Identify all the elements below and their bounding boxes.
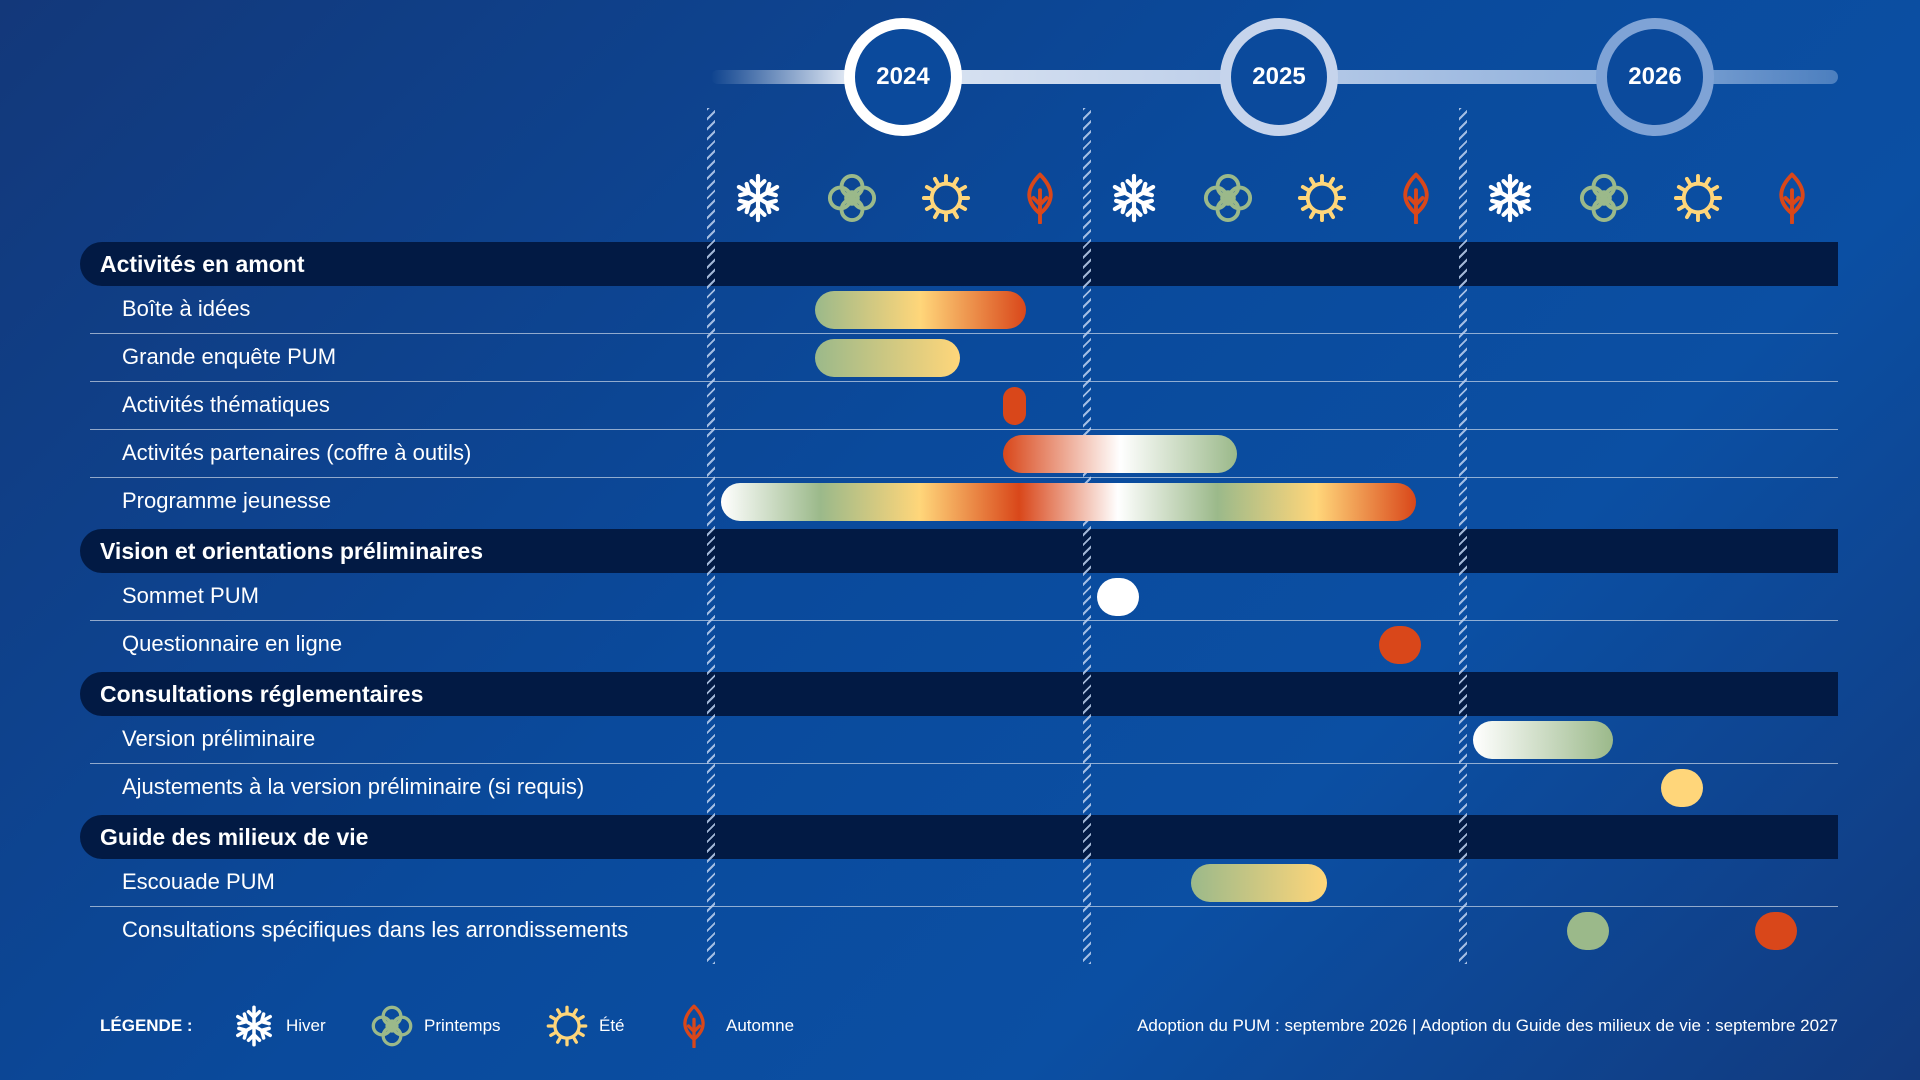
legend-label: Été xyxy=(599,1016,625,1035)
task-bar xyxy=(1755,912,1797,950)
year-label: 2026 xyxy=(1628,63,1682,90)
year-badge-2025: 2025 xyxy=(1220,18,1338,136)
category-band xyxy=(80,815,1838,859)
category-label: Consultations réglementaires xyxy=(100,681,424,707)
sun-icon xyxy=(1292,168,1352,228)
snowflake-icon xyxy=(1480,168,1540,228)
sun-icon xyxy=(916,168,976,228)
sun-icon xyxy=(545,1004,589,1048)
year-badge-2024: 2024 xyxy=(844,18,962,136)
task-bar xyxy=(1003,387,1026,425)
task-label: Consultations spécifiques dans les arron… xyxy=(122,917,629,942)
task-label: Version préliminaire xyxy=(122,726,316,751)
task-label: Boîte à idées xyxy=(122,296,251,321)
row-separator xyxy=(90,381,1838,382)
legend-item: Hiver xyxy=(232,1004,326,1048)
legend-item: Automne xyxy=(672,1004,795,1048)
task-bar xyxy=(815,291,1026,329)
task-label: Activités thématiques xyxy=(122,392,330,417)
category-band xyxy=(80,242,1838,286)
legend-title: LÉGENDE : xyxy=(100,1016,193,1035)
year-badge-2026: 2026 xyxy=(1596,18,1714,136)
flower-icon xyxy=(822,168,882,228)
flower-icon xyxy=(1574,168,1634,228)
legend-label: Printemps xyxy=(424,1016,501,1035)
task-bar xyxy=(1097,578,1139,616)
leaf-icon xyxy=(1010,168,1070,228)
legend-item: Printemps xyxy=(370,1004,501,1048)
task-label: Grande enquête PUM xyxy=(122,344,337,369)
leaf-icon xyxy=(672,1004,716,1048)
task-bar xyxy=(1191,864,1327,902)
category-band xyxy=(80,672,1838,716)
year-label: 2025 xyxy=(1252,63,1306,90)
task-bar xyxy=(815,339,961,377)
snowflake-icon xyxy=(728,168,788,228)
row-separator xyxy=(90,906,1838,907)
row-separator xyxy=(90,333,1838,334)
year-divider xyxy=(1459,108,1467,964)
category-band xyxy=(80,529,1838,573)
task-label: Escouade PUM xyxy=(122,869,275,894)
legend-label: Automne xyxy=(726,1016,795,1035)
flower-icon xyxy=(370,1004,414,1048)
category-label: Activités en amont xyxy=(100,251,305,277)
task-bar xyxy=(1003,435,1238,473)
category-label: Guide des milieux de vie xyxy=(100,824,369,850)
row-separator xyxy=(90,477,1838,478)
snowflake-icon xyxy=(1104,168,1164,228)
year-divider xyxy=(707,108,715,964)
task-label: Programme jeunesse xyxy=(122,488,332,513)
legend-item: Été xyxy=(545,1004,625,1048)
flower-icon xyxy=(1198,168,1258,228)
legend-label: Hiver xyxy=(286,1016,326,1035)
footnote: Adoption du PUM : septembre 2026 | Adopt… xyxy=(1137,1016,1838,1035)
task-label: Activités partenaires (coffre à outils) xyxy=(122,440,472,465)
leaf-icon xyxy=(1386,168,1446,228)
year-divider xyxy=(1083,108,1091,964)
year-label: 2024 xyxy=(876,63,930,90)
task-bar xyxy=(1661,769,1703,807)
row-separator xyxy=(90,620,1838,621)
task-label: Ajustements à la version préliminaire (s… xyxy=(122,774,585,799)
snowflake-icon xyxy=(232,1004,276,1048)
sun-icon xyxy=(1668,168,1728,228)
row-separator xyxy=(90,429,1838,430)
task-bar xyxy=(721,483,1416,521)
category-label: Vision et orientations préliminaires xyxy=(100,538,484,564)
task-bar xyxy=(1379,626,1421,664)
task-label: Sommet PUM xyxy=(122,583,259,608)
task-bar xyxy=(1473,721,1614,759)
task-bar xyxy=(1567,912,1609,950)
leaf-icon xyxy=(1762,168,1822,228)
row-separator xyxy=(90,763,1838,764)
task-label: Questionnaire en ligne xyxy=(122,631,343,656)
